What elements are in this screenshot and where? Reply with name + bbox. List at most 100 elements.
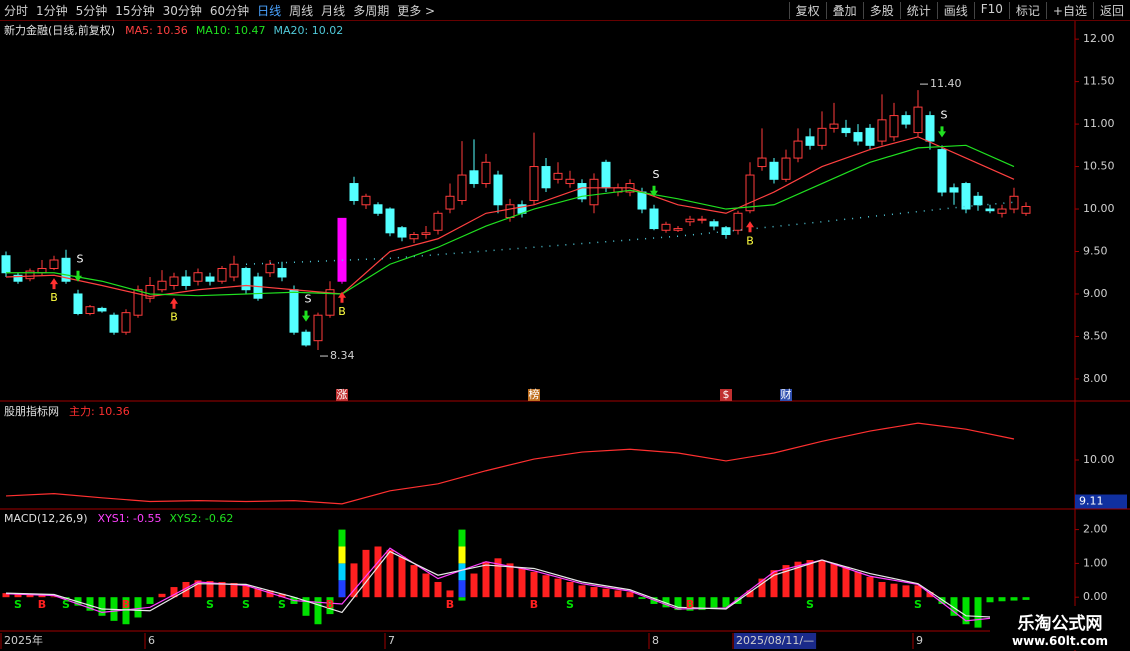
candle-body xyxy=(541,166,551,189)
macd-bar xyxy=(254,588,262,598)
macd-bar xyxy=(506,563,514,598)
toolbar-button[interactable]: 返回 xyxy=(1092,1,1130,19)
y-tick-label: 10.00 xyxy=(1083,202,1115,215)
macd-bar xyxy=(434,581,442,598)
macd-bar xyxy=(350,563,358,598)
series-line xyxy=(5,550,1015,619)
watermark-title: 乐淘公式网 xyxy=(1017,614,1103,634)
macd-bar xyxy=(1010,597,1018,601)
toolbar-button[interactable]: 5分钟 xyxy=(75,3,108,18)
candle-body xyxy=(97,307,107,312)
macd-bar xyxy=(86,597,94,611)
current-value-box xyxy=(1075,494,1127,509)
toolbar-button[interactable]: 月线 xyxy=(321,3,346,18)
legend-entry: MA20: 10.02 xyxy=(274,24,344,37)
candle-body xyxy=(649,208,659,230)
candle-body xyxy=(733,212,743,231)
candle-body xyxy=(685,218,695,223)
candle-body xyxy=(841,127,851,134)
toolbar-right: 复权 叠加 多股 统计 画线 F10 标记 +自选 返回 xyxy=(788,1,1130,19)
y-tick-label: 8.00 xyxy=(1083,372,1108,385)
toolbar-button[interactable]: 分时 xyxy=(4,3,29,18)
candle-body xyxy=(889,115,899,138)
toolbar-button[interactable]: 周线 xyxy=(289,3,314,18)
signal-arrow xyxy=(74,270,82,282)
macd-bar xyxy=(842,566,850,598)
candle-body xyxy=(805,136,815,146)
toolbar-button[interactable]: F10 xyxy=(973,1,1009,19)
candle-body xyxy=(145,284,155,299)
y-tick-label: 9.50 xyxy=(1083,244,1108,257)
series-line xyxy=(5,136,1015,298)
macd-bar xyxy=(302,597,310,616)
toolbar-button[interactable]: +自选 xyxy=(1045,1,1093,19)
toolbar-button[interactable]: 60分钟 xyxy=(209,3,250,18)
panel-title: MACD(12,26,9) xyxy=(4,512,88,525)
macd-bar xyxy=(758,578,766,598)
signal-arrow xyxy=(650,185,658,197)
candle-body xyxy=(589,178,599,206)
candle-body xyxy=(577,183,587,200)
signal-bar-segment xyxy=(338,546,346,564)
toolbar-button[interactable]: 1分钟 xyxy=(36,3,68,18)
candle-body xyxy=(1,255,11,274)
signal-label: B xyxy=(338,305,346,318)
candle-body xyxy=(817,127,827,146)
date-highlight xyxy=(734,633,817,649)
macd-signal: B xyxy=(122,598,130,611)
toolbar-button[interactable]: 统计 xyxy=(899,1,937,19)
candle-body xyxy=(289,289,299,333)
candle-body xyxy=(1021,205,1031,214)
toolbar-button[interactable]: 叠加 xyxy=(825,1,863,19)
candle-body xyxy=(925,115,935,142)
y-tick-label: 12.00 xyxy=(1083,32,1115,45)
macd-bar xyxy=(938,597,946,604)
toolbar-button[interactable]: 更多 > xyxy=(397,3,436,18)
macd-bar xyxy=(770,570,778,598)
macd-bar xyxy=(590,587,598,598)
signal-bar xyxy=(338,529,346,598)
toolbar-button[interactable]: 多股 xyxy=(862,1,900,19)
signal-bar-segment xyxy=(338,529,346,547)
candle-body xyxy=(229,263,239,278)
toolbar-button[interactable]: 多周期 xyxy=(353,3,390,18)
macd-bar xyxy=(2,593,10,598)
macd-bar xyxy=(926,592,934,598)
macd-bar xyxy=(218,581,226,598)
macd-bar xyxy=(998,597,1006,602)
toolbar-button[interactable]: 画线 xyxy=(936,1,974,19)
macd-bar xyxy=(314,597,322,625)
candle-body xyxy=(217,267,227,282)
macd-signal: S xyxy=(206,598,214,611)
candle-body xyxy=(25,270,35,280)
series-line xyxy=(5,422,1015,505)
candle-body xyxy=(469,170,479,185)
macd-bar xyxy=(818,560,826,598)
candle-body xyxy=(985,208,995,212)
signal-label: B xyxy=(170,311,178,324)
candle-body xyxy=(349,183,359,202)
candle-body xyxy=(493,174,503,206)
toolbar-button[interactable]: 标记 xyxy=(1008,1,1046,19)
toolbar-button[interactable]: 日线 xyxy=(257,3,282,18)
candle-body xyxy=(637,191,647,210)
macd-bar xyxy=(674,597,682,611)
candle-body xyxy=(133,289,143,316)
toolbar-button[interactable]: 复权 xyxy=(788,1,826,19)
toolbar-button[interactable]: 30分钟 xyxy=(162,3,202,18)
toolbar-left: 分时 1分钟 5分钟 15分钟 30分钟 60分钟 日线 周线 月线 多周期 更多 > xyxy=(0,2,439,19)
candle-body xyxy=(301,331,311,346)
macd-signal: S xyxy=(242,598,250,611)
candle-body xyxy=(337,217,347,282)
candle-body xyxy=(553,172,563,180)
signal-arrow xyxy=(938,126,946,138)
y-tick-label: 0.00 xyxy=(1083,590,1108,603)
toolbar-button[interactable]: 15分钟 xyxy=(115,3,155,18)
macd-bar xyxy=(806,560,814,598)
signal-arrow xyxy=(50,278,58,290)
macd-bar xyxy=(146,597,154,604)
event-badge xyxy=(528,389,540,401)
macd-bar xyxy=(794,561,802,598)
y-tick-label: 2.00 xyxy=(1083,523,1108,536)
candle-body xyxy=(265,263,275,274)
